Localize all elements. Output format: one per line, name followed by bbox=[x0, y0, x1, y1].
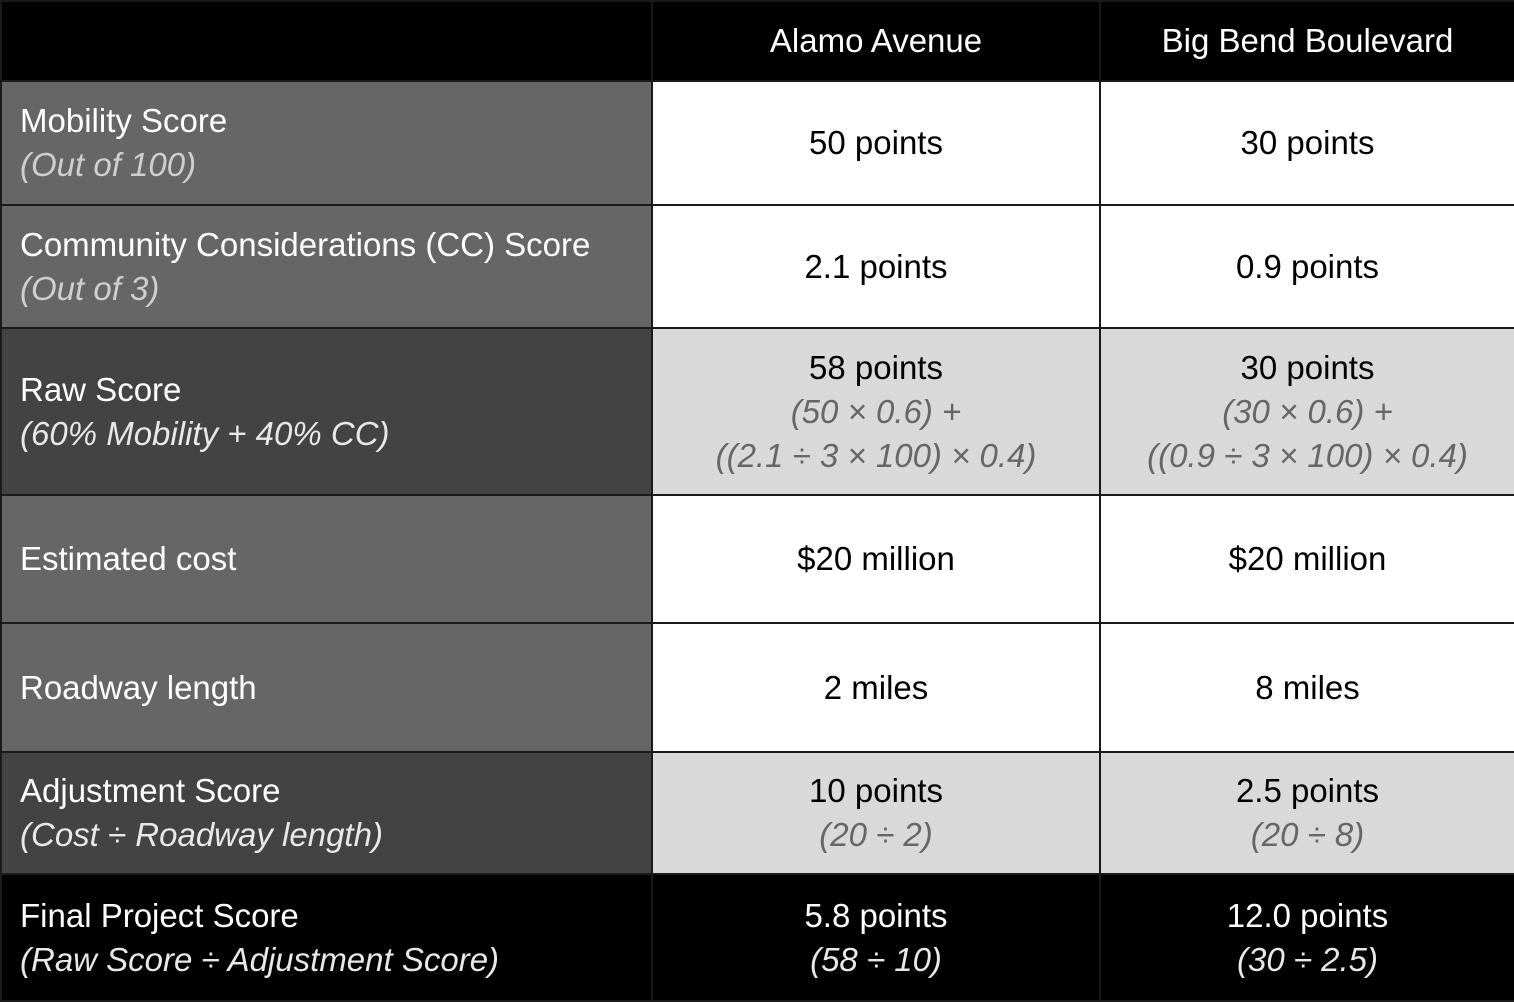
alamo-length-value: 2 miles bbox=[651, 622, 1101, 753]
value-text: 10 points bbox=[809, 772, 943, 809]
bigbend-raw-score-cell: 30 points (30 × 0.6) + ((0.9 ÷ 3 × 100) … bbox=[1099, 327, 1514, 496]
row-mobility-score: Mobility Score (Out of 100) 50 points 30… bbox=[0, 80, 1514, 206]
alamo-raw-score-cell: 58 points (50 × 0.6) + ((2.1 ÷ 3 × 100) … bbox=[651, 327, 1101, 496]
formula-line-2: ((2.1 ÷ 3 × 100) × 0.4) bbox=[715, 436, 1037, 474]
label-adjustment-score: Adjustment Score (Cost ÷ Roadway length) bbox=[0, 751, 653, 875]
formula-line-1: (50 × 0.6) + bbox=[790, 392, 962, 430]
label-text: Raw Score bbox=[20, 370, 182, 408]
bigbend-cost-value: $20 million bbox=[1099, 494, 1514, 624]
label-cc-score: Community Considerations (CC) Score (Out… bbox=[0, 204, 653, 329]
header-big-bend-boulevard: Big Bend Boulevard bbox=[1099, 0, 1514, 82]
formula-line-1: (20 ÷ 8) bbox=[1250, 816, 1365, 853]
formula-line-1: (20 ÷ 2) bbox=[819, 816, 933, 853]
value-text: 58 points bbox=[809, 348, 943, 386]
bigbend-length-value: 8 miles bbox=[1099, 622, 1514, 753]
row-adjustment-score: Adjustment Score (Cost ÷ Roadway length)… bbox=[0, 751, 1514, 875]
row-roadway-length: Roadway length 2 miles 8 miles bbox=[0, 622, 1514, 753]
row-final-project-score: Final Project Score (Raw Score ÷ Adjustm… bbox=[0, 873, 1514, 1002]
label-subtext: (Raw Score ÷ Adjustment Score) bbox=[20, 940, 500, 978]
bigbend-final-cell: 12.0 points (30 ÷ 2.5) bbox=[1099, 873, 1514, 1002]
label-text: Adjustment Score bbox=[20, 772, 281, 809]
label-mobility-score: Mobility Score (Out of 100) bbox=[0, 80, 653, 206]
label-subtext: (Cost ÷ Roadway length) bbox=[20, 816, 383, 853]
label-roadway-length: Roadway length bbox=[0, 622, 653, 753]
bigbend-adjustment-cell: 2.5 points (20 ÷ 8) bbox=[1099, 751, 1514, 875]
value-text: 12.0 points bbox=[1226, 896, 1389, 934]
label-text: Roadway length bbox=[20, 668, 257, 706]
formula-line-1: (58 ÷ 10) bbox=[810, 940, 942, 978]
row-cc-score: Community Considerations (CC) Score (Out… bbox=[0, 204, 1514, 329]
alamo-cost-value: $20 million bbox=[651, 494, 1101, 624]
header-row: Alamo Avenue Big Bend Boulevard bbox=[0, 0, 1514, 82]
label-estimated-cost: Estimated cost bbox=[0, 494, 653, 624]
label-subtext: (Out of 3) bbox=[20, 269, 160, 307]
label-subtext: (Out of 100) bbox=[20, 146, 197, 183]
alamo-adjustment-cell: 10 points (20 ÷ 2) bbox=[651, 751, 1101, 875]
label-raw-score: Raw Score (60% Mobility + 40% CC) bbox=[0, 327, 653, 496]
value-text: 5.8 points bbox=[804, 896, 948, 934]
row-estimated-cost: Estimated cost $20 million $20 million bbox=[0, 494, 1514, 624]
formula-line-1: (30 ÷ 2.5) bbox=[1236, 940, 1378, 978]
label-text: Final Project Score bbox=[20, 896, 299, 934]
formula-line-2: ((0.9 ÷ 3 × 100) × 0.4) bbox=[1147, 436, 1468, 474]
value-text: 30 points bbox=[1240, 348, 1375, 386]
header-blank-cell bbox=[0, 0, 653, 82]
value-text: 2.5 points bbox=[1235, 772, 1380, 809]
bigbend-mobility-value: 30 points bbox=[1099, 80, 1514, 206]
label-text: Estimated cost bbox=[20, 540, 237, 577]
alamo-cc-value: 2.1 points bbox=[651, 204, 1101, 329]
label-final-project-score: Final Project Score (Raw Score ÷ Adjustm… bbox=[0, 873, 653, 1002]
row-raw-score: Raw Score (60% Mobility + 40% CC) 58 poi… bbox=[0, 327, 1514, 496]
label-text: Community Considerations (CC) Score bbox=[20, 225, 591, 263]
bigbend-cc-value: 0.9 points bbox=[1099, 204, 1514, 329]
label-subtext: (60% Mobility + 40% CC) bbox=[20, 414, 390, 452]
label-text: Mobility Score bbox=[20, 102, 228, 139]
alamo-mobility-value: 50 points bbox=[651, 80, 1101, 206]
alamo-final-cell: 5.8 points (58 ÷ 10) bbox=[651, 873, 1101, 1002]
formula-line-1: (30 × 0.6) + bbox=[1222, 392, 1393, 430]
header-alamo-avenue: Alamo Avenue bbox=[651, 0, 1101, 82]
